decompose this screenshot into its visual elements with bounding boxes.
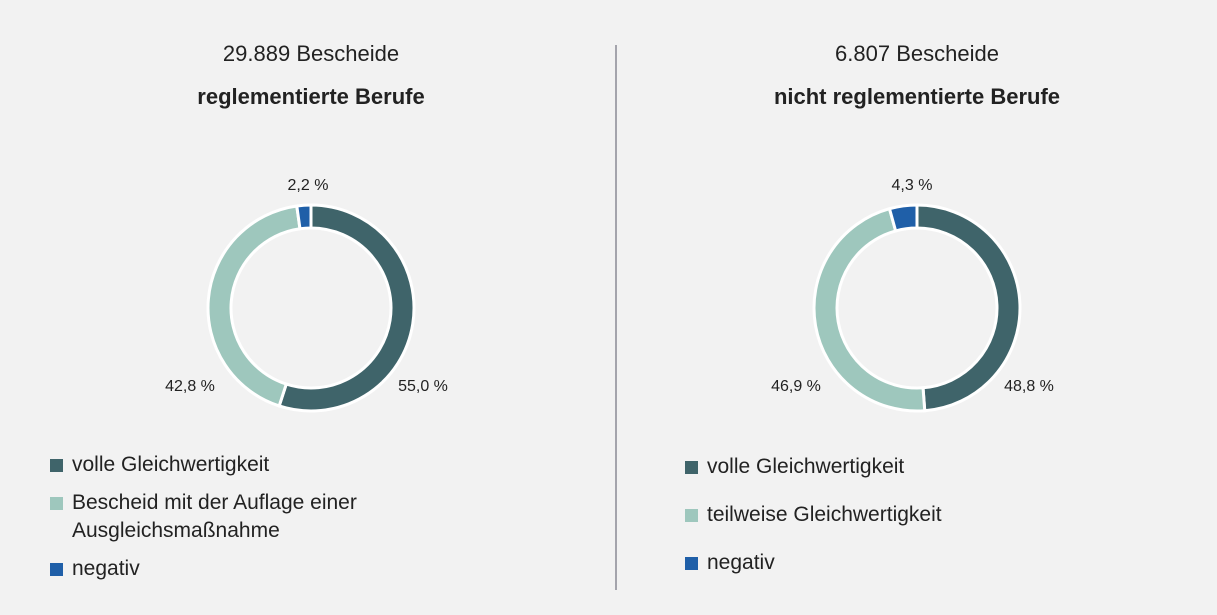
legend-item: teilweise Gleichwertigkeit: [685, 501, 1085, 529]
donut-segment: [887, 203, 919, 233]
legend: volle Gleichwertigkeit teilweise Gleichwe…: [685, 453, 1085, 597]
data-label: 48,8 %: [1004, 378, 1054, 395]
donut-segment: [915, 203, 1022, 413]
donut-segment: [295, 203, 313, 231]
legend-label: negativ: [707, 551, 775, 574]
legend-swatch: [50, 497, 63, 510]
legend-label: volle Gleichwertigkeit: [707, 455, 905, 478]
chart-subtitle: reglementierte Berufe: [197, 84, 424, 109]
legend-label: volle Gleichwertigkeit: [72, 453, 270, 476]
legend-item: Bescheid mit der Auflage einer Ausgleich…: [50, 489, 450, 545]
chart-subtitle: nicht reglementierte Berufe: [774, 84, 1060, 109]
legend-swatch: [685, 509, 698, 522]
data-label: 55,0 %: [398, 378, 448, 395]
legend-label: negativ: [72, 557, 140, 580]
data-label: 46,9 %: [771, 378, 821, 395]
legend-item: volle Gleichwertigkeit: [50, 451, 450, 479]
legend-swatch: [50, 563, 63, 576]
legend: volle Gleichwertigkeit Bescheid mit der A…: [50, 451, 450, 593]
legend-label: teilweise Gleichwertigkeit: [707, 503, 942, 526]
legend-swatch: [685, 461, 698, 474]
data-label: 2,2 %: [288, 177, 329, 194]
legend-swatch: [685, 557, 698, 570]
legend-swatch: [50, 459, 63, 472]
legend-item: volle Gleichwertigkeit: [685, 453, 1085, 481]
legend-item: negativ: [50, 555, 450, 583]
chart-title: 29.889 Bescheide: [223, 41, 399, 66]
donut-segment: [277, 203, 416, 413]
legend-item: negativ: [685, 549, 1085, 577]
data-label: 42,8 %: [165, 378, 215, 395]
donut-segment: [812, 206, 927, 413]
data-label: 4,3 %: [892, 177, 933, 194]
chart-title: 6.807 Bescheide: [835, 41, 999, 66]
donut-segment: [206, 204, 302, 408]
legend-label: Bescheid mit der Auflage einer Ausgleich…: [72, 491, 357, 542]
